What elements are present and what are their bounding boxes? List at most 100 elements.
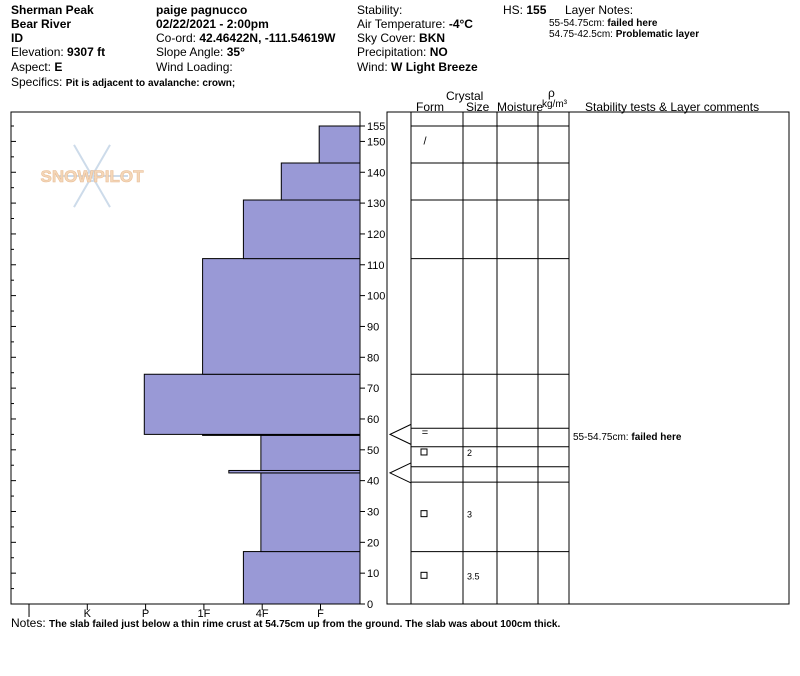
wind-value: W Light Breeze <box>391 60 478 74</box>
precip-row: Precipitation: NO <box>357 45 448 59</box>
depth-tick-label: 60 <box>367 414 379 426</box>
hs-row: HS: 155 <box>503 3 546 17</box>
depth-tick-label: 100 <box>367 291 385 303</box>
wind-label: Wind: <box>357 60 388 74</box>
hardness-tick-label: K <box>84 608 92 620</box>
notes-row: Notes: The slab failed just below a thin… <box>11 616 560 631</box>
snowpilot-watermark: SNOWPILOT <box>40 144 145 208</box>
layer-note-2: 54.75-42.5cm: Problematic layer <box>549 29 699 41</box>
moisture-header: Moisture <box>497 100 544 114</box>
slope-row: Slope Angle: 35° <box>156 45 245 59</box>
aspect-label: Aspect: <box>11 60 52 74</box>
aspect-row: Aspect: E <box>11 60 62 74</box>
notes-text: The slab failed just below a thin rime c… <box>49 619 561 630</box>
sky-row: Sky Cover: BKN <box>357 31 445 45</box>
air-temp-label: Air Temperature: <box>357 17 446 31</box>
grain-form-symbol: = <box>422 427 428 439</box>
sky-value: BKN <box>419 31 446 45</box>
location-name: Sherman Peak <box>11 3 94 17</box>
layer-note-1-range: 55-54.75cm: <box>549 18 605 29</box>
state-name: ID <box>11 31 23 45</box>
hardness-bar <box>260 434 361 471</box>
wind-row: Wind: W Light Breeze <box>357 60 478 74</box>
depth-tick-label: 30 <box>367 506 379 518</box>
hardness-bar <box>143 373 361 435</box>
grain-form-symbol <box>420 448 428 456</box>
stability-label: Stability: <box>357 3 403 17</box>
grain-size-label: 3 <box>467 510 472 520</box>
depth-tick-label: 10 <box>367 568 379 580</box>
aspect-value: E <box>54 60 63 74</box>
layer-note-2-range: 54.75-42.5cm: <box>549 29 613 40</box>
form-header: Form <box>416 100 444 114</box>
hardness-bar <box>318 125 361 164</box>
watermark-text: SNOWPILOT <box>41 167 145 186</box>
stability-header: Stability tests & Layer comments <box>585 100 760 114</box>
hardness-bar <box>242 199 361 260</box>
hardness-tick-label: P <box>142 608 149 620</box>
layer-pointer <box>388 462 412 484</box>
layer-notes-label: Layer Notes: <box>565 3 634 17</box>
slope-value: 35° <box>226 45 245 59</box>
air-temp-row: Air Temperature: -4°C <box>357 17 473 31</box>
wind-loading-label: Wind Loading: <box>156 60 233 74</box>
depth-tick-label: 140 <box>367 167 385 179</box>
coord-value: 42.46422N, -111.54619W <box>199 31 336 45</box>
hardness-bar <box>242 551 361 605</box>
precip-value: NO <box>429 45 448 59</box>
grain-size-label: 2 <box>467 448 472 458</box>
depth-tick-label: 150 <box>367 136 385 148</box>
depth-tick-label: 70 <box>367 383 379 395</box>
grain-form-symbol: / <box>423 136 427 148</box>
layer-pointer <box>388 423 412 445</box>
specifics-row: Specifics: Pit is adjacent to avalanche:… <box>11 75 235 90</box>
air-temp-value: -4°C <box>448 17 473 31</box>
depth-tick-label: 20 <box>367 537 379 549</box>
observer-name: paige pagnucco <box>156 3 248 17</box>
depth-tick-label: 90 <box>367 321 379 333</box>
hardness-tick-label: 4F <box>256 608 269 620</box>
size-header: Size <box>466 100 490 114</box>
stability-comment-text: failed here <box>631 432 681 443</box>
grain-form-symbol <box>420 571 428 579</box>
depth-tick-label: 50 <box>367 445 379 457</box>
grain-size-label: 3.5 <box>467 571 480 581</box>
depth-tick-label: 130 <box>367 198 385 210</box>
range-name: Bear River <box>11 17 72 31</box>
precip-label: Precipitation: <box>357 45 427 59</box>
coord-label: Co-ord: <box>156 31 197 45</box>
depth-tick-label: 0 <box>367 599 373 611</box>
depth-tick-label: 155 <box>367 121 385 133</box>
crystal-header: Crystal <box>446 89 484 103</box>
hs-label: HS: <box>503 3 524 17</box>
sky-label: Sky Cover: <box>357 31 416 45</box>
layer-note-2-text: Problematic layer <box>615 29 700 40</box>
hardness-tick-label: F <box>317 608 324 620</box>
stability-comment: 55-54.75cm: failed here <box>573 432 682 443</box>
layer-note-1: 55-54.75cm: failed here <box>549 18 657 30</box>
hs-value: 155 <box>526 3 547 17</box>
depth-tick-label: 40 <box>367 476 379 488</box>
specifics-label: Specifics: <box>11 75 63 89</box>
hardness-bar <box>202 258 361 375</box>
slope-label: Slope Angle: <box>156 45 224 59</box>
density-unit-header: kg/m³ <box>542 99 567 110</box>
depth-tick-label: 80 <box>367 352 379 364</box>
hardness-bar <box>260 472 361 553</box>
elevation-label: Elevation: <box>11 45 64 59</box>
rho-header: ρ <box>548 86 555 100</box>
hardness-plot-frame <box>10 111 361 605</box>
layer-table-frame <box>386 111 790 605</box>
snowflake-core <box>86 170 98 182</box>
layer-note-1-text: failed here <box>607 18 658 29</box>
depth-tick-label: 120 <box>367 229 385 241</box>
hardness-bar <box>280 162 361 201</box>
specifics-value: Pit is adjacent to avalanche: crown; <box>65 78 236 89</box>
elevation-value: 9307 ft <box>67 45 106 59</box>
depth-tick-label: 110 <box>367 260 385 272</box>
obs-datetime: 02/22/2021 - 2:00pm <box>156 17 269 31</box>
coord-row: Co-ord: 42.46422N, -111.54619W <box>156 31 335 45</box>
hardness-tick-label: 1F <box>197 608 210 620</box>
grain-form-symbol <box>420 510 428 518</box>
